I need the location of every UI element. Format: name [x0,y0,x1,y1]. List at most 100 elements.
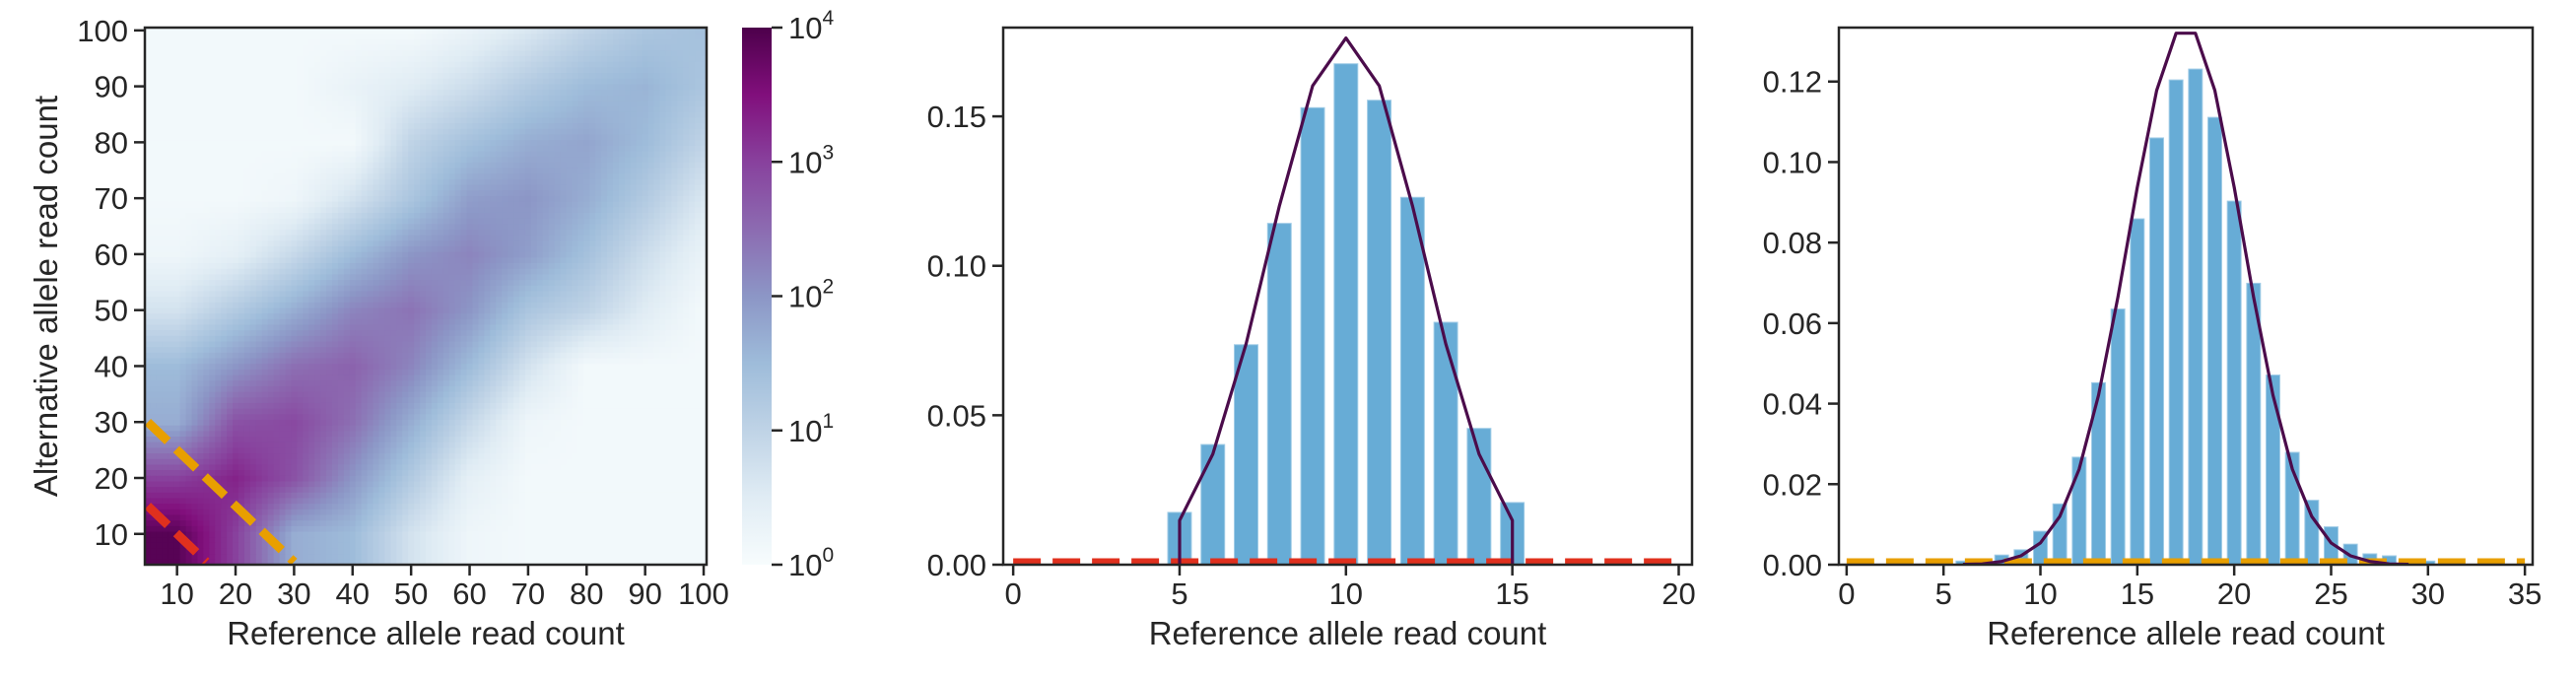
heatmap-cell [647,469,655,476]
heatmap-cell [390,452,397,459]
heatmap-cell [402,318,409,325]
heatmap-cell [408,323,415,331]
heatmap-cell [227,542,234,549]
heatmap-cell [303,492,309,499]
heatmap-cell [326,436,333,442]
heatmap-cell [472,536,480,543]
heatmap-cell [233,559,239,565]
heatmap-cell [361,312,369,319]
heatmap-cell [601,290,608,298]
heatmap-cell [361,329,369,336]
heatmap-cell [624,312,632,319]
heatmap-cell [179,475,187,482]
heatmap-cell [442,402,450,409]
heatmap-cell [630,302,638,308]
heatmap-cell [209,306,216,314]
heatmap-cell [613,497,620,505]
heatmap-cell [560,335,568,342]
heatmap-cell [431,509,439,515]
heatmap-cell [168,408,175,415]
heatmap-cell [355,363,363,370]
heatmap-cell [408,306,415,314]
heatmap-cell [233,513,239,521]
heatmap-cell [267,346,275,353]
heatmap-cell [191,446,199,454]
heatmap-cell [454,413,462,420]
heatmap-cell [215,530,222,538]
heatmap-cell [496,402,503,409]
heatmap-cell [215,441,222,448]
heatmap-cell [577,513,584,521]
heatmap-cell [618,285,626,292]
heatmap-cell [431,408,439,415]
heatmap-cell [496,513,503,521]
heatmap-cell [326,503,333,509]
heatmap-cell [332,425,339,432]
heatmap-cell [478,335,485,342]
heatmap-cell [653,312,661,319]
heatmap-cell [396,335,403,342]
heatmap-cell [215,323,222,331]
heatmap-cell [572,323,578,331]
heatmap-cell [414,430,421,438]
heatmap-cell [442,446,450,454]
heatmap-cell [677,396,684,403]
heatmap-cell [297,363,304,370]
heatmap-cell [308,312,315,319]
heatmap-cell [595,385,602,392]
heatmap-cell [150,408,158,415]
heatmap-cell [355,497,363,505]
heatmap-cell [355,323,363,331]
heatmap-cell [636,285,644,292]
heatmap-cell [308,469,315,476]
heatmap-cell [243,425,251,432]
heatmap-cell [221,385,228,392]
heatmap-cell [361,553,369,560]
heatmap-cell [308,346,315,353]
heatmap-cell [408,273,415,281]
heatmap-cell [647,385,655,392]
heatmap-cell [349,379,357,386]
heatmap-cell [168,402,175,409]
heatmap-cell [542,452,550,459]
heatmap-cell [279,340,287,348]
heatmap-cell [285,273,293,281]
heatmap-cell [145,268,152,275]
heatmap-cell [303,306,309,314]
heatmap-cell [221,559,228,565]
heatmap-cell [209,363,216,370]
heatmap-cell [343,346,351,353]
heatmap-cell [267,296,275,303]
heatmap-cell [390,369,397,375]
heatmap-cell [630,279,638,286]
heatmap-cell [524,497,532,505]
heatmap-cell [548,279,556,286]
heatmap-cell [373,559,380,565]
heatmap-cell [396,302,403,308]
heatmap-cell [659,279,667,286]
heatmap-cell [343,285,351,292]
heatmap-cell [320,486,327,493]
heatmap-cell [261,469,269,476]
heatmap-cell [396,385,403,392]
heatmap-cell [665,285,672,292]
heatmap-cell [332,323,339,331]
heatmap-cell [496,302,503,308]
heatmap-cell [431,446,439,454]
heatmap-cell [426,402,433,409]
heatmap-cell [577,525,584,532]
heatmap-cell [408,385,415,392]
heatmap-cell [437,430,444,438]
heatmap-cell [701,480,707,488]
heatmap-cell [255,346,263,353]
heatmap-cell [197,379,204,386]
heatmap-cell [238,413,245,420]
heatmap-cell [337,352,345,359]
heatmap-cell [320,285,327,292]
heatmap-cell [373,430,380,438]
heatmap-cell [179,273,187,281]
heatmap-cell [601,312,608,319]
heatmap-cell [367,285,374,292]
heatmap-cell [496,318,503,325]
heatmap-cell [536,475,544,482]
